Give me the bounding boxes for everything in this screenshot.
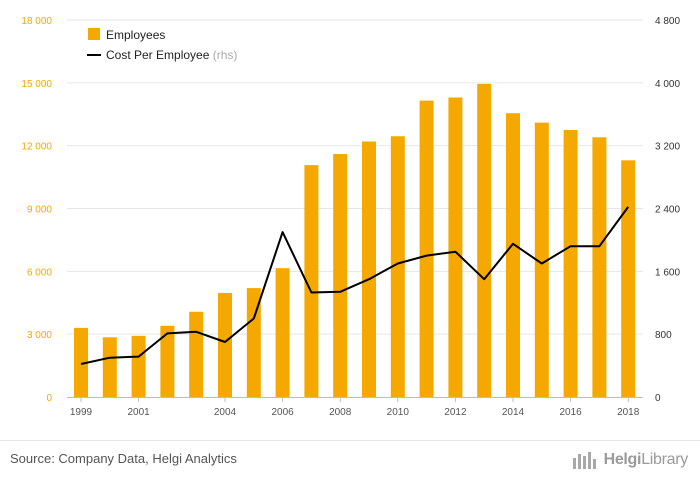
employees-bar — [362, 141, 376, 397]
employees-bar — [592, 137, 607, 398]
legend: Employees Cost Per Employee (rhs) — [87, 28, 237, 62]
employees-bar — [534, 122, 549, 397]
employees-bar — [131, 335, 146, 397]
x-tick-label: 2012 — [444, 407, 467, 418]
employees-bars — [74, 83, 636, 398]
employees-bar — [419, 100, 434, 397]
employees-bar — [74, 327, 88, 397]
employees-bar — [477, 83, 492, 397]
employees-bar — [189, 311, 204, 397]
y-right-tick-label: 0 — [655, 393, 661, 404]
x-tick-label: 2004 — [214, 407, 237, 418]
x-tick-label: 2016 — [559, 407, 582, 418]
source-note: Source: Company Data, Helgi Analytics — [10, 451, 237, 466]
employees-bar — [102, 337, 117, 397]
y-right-tick-label: 1 600 — [655, 267, 680, 278]
x-tick-label: 2001 — [127, 407, 150, 418]
employees-bar — [160, 325, 175, 397]
employees-bar — [506, 113, 520, 398]
y-left-tick-label: 18 000 — [21, 16, 52, 27]
gridlines — [67, 19, 643, 335]
y-left-tick-label: 6 000 — [27, 267, 52, 278]
y-right-tick-label: 2 400 — [655, 205, 680, 216]
x-tick-label: 2010 — [387, 407, 410, 418]
library-building-icon — [572, 452, 596, 469]
y-left-tick-label: 15 000 — [21, 79, 52, 90]
legend-label-rhs-suffix: (rhs) — [213, 48, 238, 62]
employees-bar — [563, 129, 578, 398]
y-left-tick-label: 0 — [46, 393, 52, 404]
footer: Source: Company Data, Helgi Analytics He… — [0, 440, 700, 484]
y-left-tick-label: 3 000 — [27, 330, 52, 341]
helgi-library-logo: HelgiLibrary — [572, 449, 688, 471]
y-right-tick-label: 4 000 — [655, 79, 680, 90]
employees-bar — [275, 268, 290, 397]
cost-per-employee-line-group — [80, 206, 630, 365]
employees-bar — [333, 154, 348, 397]
legend-label-cost-per-employee: Cost Per Employee (rhs) — [106, 48, 237, 62]
employees-bar — [390, 136, 405, 397]
x-tick-label: 1999 — [70, 407, 93, 418]
brand-suffix: Library — [641, 451, 688, 468]
axes: 0 3 000 6 000 9 000 12 000 15 000 18 000 0 800 1 … — [21, 16, 680, 418]
employees-bar — [448, 97, 463, 397]
y-left-tick-label: 12 000 — [21, 142, 52, 153]
legend-swatch-employees — [88, 28, 100, 40]
x-tick-label: 2018 — [617, 407, 640, 418]
employees-bar — [218, 292, 232, 397]
y-right-tick-label: 3 200 — [655, 142, 680, 153]
employees-bar — [304, 165, 319, 397]
cost-per-employee-line — [80, 206, 630, 365]
y-left-tick-label: 9 000 — [27, 205, 52, 216]
legend-label-employees: Employees — [106, 28, 165, 42]
brand-prefix: Helgi — [603, 451, 642, 468]
x-tick-label: 2006 — [271, 407, 294, 418]
brand-name: HelgiLibrary — [603, 451, 689, 469]
employees-bar — [621, 160, 636, 397]
x-tick-label: 2008 — [329, 407, 352, 418]
chart: 0 3 000 6 000 9 000 12 000 15 000 18 000 0 800 1 … — [21, 16, 680, 418]
y-right-tick-label: 4 800 — [655, 16, 680, 27]
y-right-tick-label: 800 — [655, 330, 672, 341]
x-tick-label: 2014 — [502, 407, 525, 418]
employees-bar — [246, 288, 261, 397]
